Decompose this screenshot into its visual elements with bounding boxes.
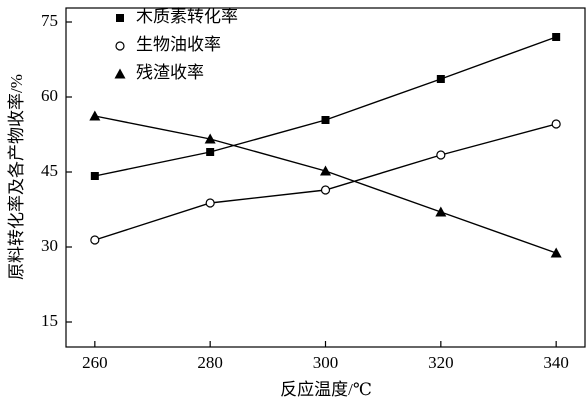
marker bbox=[320, 185, 331, 195]
marker bbox=[552, 33, 561, 41]
marker bbox=[205, 198, 215, 208]
y-tick-label: 15 bbox=[41, 311, 58, 330]
marker bbox=[204, 133, 216, 144]
marker bbox=[436, 150, 446, 160]
x-tick-label: 340 bbox=[543, 353, 569, 372]
marker bbox=[89, 110, 101, 121]
x-axis-label: 反应温度/℃ bbox=[280, 380, 372, 399]
legend-marker bbox=[114, 68, 126, 79]
x-tick-label: 260 bbox=[82, 353, 108, 372]
series-line bbox=[94, 123, 557, 241]
x-tick-label: 300 bbox=[313, 353, 339, 372]
marker bbox=[436, 75, 445, 83]
y-tick-label: 60 bbox=[41, 86, 58, 105]
series-line bbox=[94, 115, 557, 254]
legend-marker bbox=[115, 41, 125, 51]
marker bbox=[90, 235, 100, 245]
legend-label: 残渣收率 bbox=[136, 63, 204, 82]
plot-frame bbox=[65, 7, 586, 348]
y-axis-label: 原料转化率及各产物收率/% bbox=[7, 74, 26, 280]
y-tick-label: 75 bbox=[41, 11, 58, 30]
y-tick-label: 30 bbox=[41, 236, 58, 255]
marker bbox=[435, 206, 447, 217]
legend-label: 木质素转化率 bbox=[136, 7, 238, 26]
y-tick-label: 45 bbox=[41, 161, 58, 180]
x-tick-label: 320 bbox=[428, 353, 454, 372]
series-line bbox=[94, 36, 557, 177]
marker bbox=[321, 116, 330, 124]
legend-label: 生物油收率 bbox=[136, 35, 221, 54]
marker bbox=[206, 148, 215, 156]
marker bbox=[90, 172, 99, 180]
marker bbox=[320, 165, 331, 176]
marker bbox=[550, 247, 562, 258]
marker bbox=[551, 119, 561, 129]
x-tick-label: 280 bbox=[197, 353, 223, 372]
legend-marker bbox=[116, 14, 124, 22]
